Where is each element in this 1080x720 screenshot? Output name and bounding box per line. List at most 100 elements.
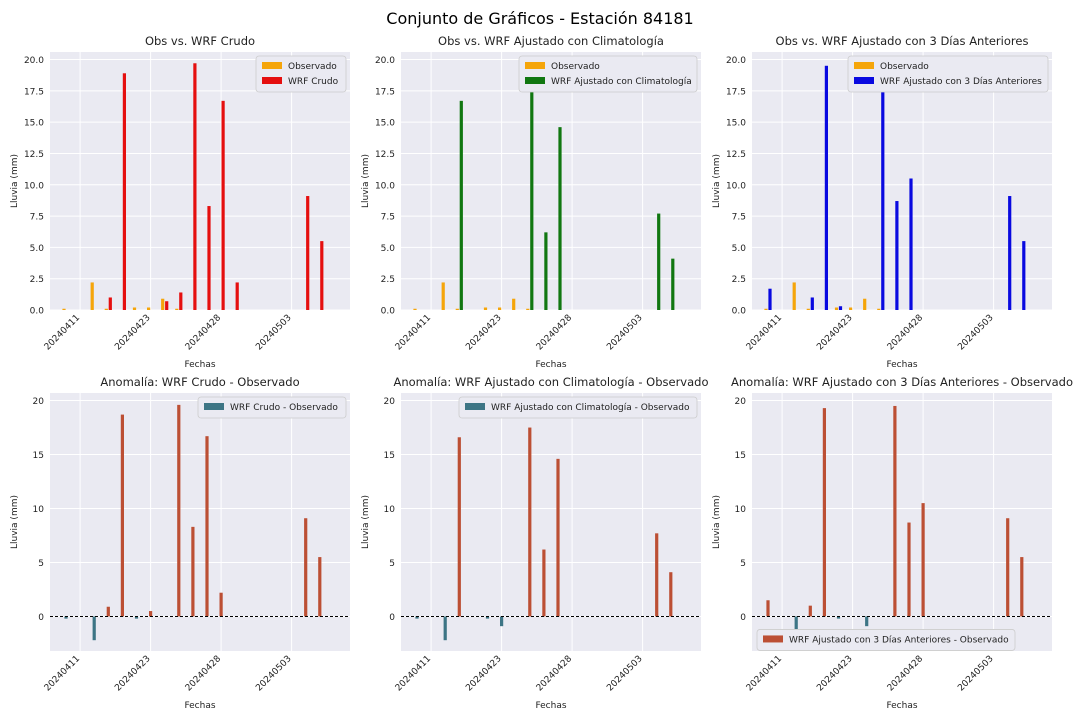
y-tick-label: 15.0 <box>24 119 44 129</box>
chart-panel-6: 0 5 10 15 20 20240411 20240423 20240428 20240503… <box>712 375 1073 711</box>
chart-panel-2: 0.0 2.5 5.0 7.5 10.0 12.5 15.0 17.5 20.0 20240411… <box>361 34 701 370</box>
y-tick-label: 15 <box>33 451 44 461</box>
chart-panel-1: 0.0 2.5 5.0 7.5 10.0 12.5 15.0 17.5 20.0 20240411… <box>10 34 350 370</box>
plot-area <box>401 52 701 310</box>
y-axis-label: Lluvia (mm) <box>361 495 371 549</box>
bar <box>849 307 853 310</box>
y-tick-label: 20.0 <box>24 56 44 66</box>
x-tick-label: 20240423 <box>113 313 152 352</box>
plot-area <box>50 52 350 310</box>
y-tick-label: 12.5 <box>375 150 395 160</box>
x-tick-label: 20240428 <box>886 654 926 694</box>
bar <box>318 557 322 617</box>
x-tick-label: 20240423 <box>113 654 152 693</box>
bar <box>1006 518 1010 617</box>
x-tick-label: 20240428 <box>184 313 224 353</box>
bar <box>122 73 126 310</box>
panel-title: Anomalía: WRF Ajustado con Climatología … <box>393 375 708 389</box>
x-tick-label: 20240423 <box>815 654 854 693</box>
bar <box>1008 196 1012 310</box>
legend-label: WRF Ajustado con Climatología <box>551 77 692 87</box>
legend-label: WRF Ajustado con 3 Días Anteriores <box>880 77 1042 87</box>
x-tick-label: 20240411 <box>745 654 784 693</box>
x-axis-label: Fechas <box>535 360 566 370</box>
y-tick-label: 10.0 <box>375 181 395 191</box>
y-tick-label: 17.5 <box>375 87 395 97</box>
bar <box>205 436 209 617</box>
bar <box>106 606 110 617</box>
y-tick-label: 5 <box>389 559 395 569</box>
bar <box>320 241 324 310</box>
bar <box>306 196 310 310</box>
bar <box>792 282 796 310</box>
y-tick-label: 12.5 <box>726 150 746 160</box>
y-tick-label: 0.0 <box>732 307 747 317</box>
bar <box>865 616 869 627</box>
legend-box <box>197 396 347 419</box>
y-tick-label: 10.0 <box>726 181 746 191</box>
bar <box>863 298 867 310</box>
bar <box>877 308 881 310</box>
panel-title: Obs vs. WRF Ajustado con 3 Días Anterior… <box>776 34 1029 48</box>
legend-box <box>847 55 1049 93</box>
plot-area <box>50 393 350 651</box>
bar <box>526 308 530 310</box>
bar <box>544 232 548 310</box>
bar <box>810 297 814 310</box>
x-tick-label: 20240503 <box>254 654 293 693</box>
y-tick-label: 7.5 <box>732 213 746 223</box>
plot-area <box>752 393 1052 651</box>
panel-title: Obs vs. WRF Ajustado con Climatología <box>438 34 664 48</box>
y-tick-label: 2.5 <box>30 275 44 285</box>
bar <box>794 616 798 631</box>
legend-label: Observado <box>551 62 600 72</box>
x-axis-label: Fechas <box>535 701 566 711</box>
x-tick-label: 20240428 <box>886 313 926 353</box>
bar <box>1020 557 1024 617</box>
legend-swatch <box>525 77 545 84</box>
legend-label: WRF Ajustado con 3 Días Anteriores - Obs… <box>789 635 1009 645</box>
y-tick-label: 0 <box>740 613 746 623</box>
bar <box>1022 241 1026 310</box>
y-tick-label: 0.0 <box>381 307 396 317</box>
bar <box>64 616 68 619</box>
bar <box>108 297 112 310</box>
bar <box>191 526 195 617</box>
y-tick-label: 0 <box>38 613 44 623</box>
y-tick-label: 5 <box>38 559 44 569</box>
bar <box>92 616 96 641</box>
bar <box>441 282 445 310</box>
x-axis-label: Fechas <box>184 360 215 370</box>
panel-title: Obs vs. WRF Crudo <box>145 34 255 48</box>
bar <box>921 503 925 617</box>
bar <box>893 405 897 617</box>
legend-swatch <box>525 62 545 69</box>
bar <box>907 522 911 617</box>
bar <box>806 308 810 310</box>
x-axis-label: Fechas <box>184 701 215 711</box>
bar <box>766 600 770 617</box>
x-tick-label: 20240503 <box>254 313 293 352</box>
bar <box>161 298 165 310</box>
x-tick-label: 20240423 <box>815 313 854 352</box>
y-tick-label: 15 <box>735 451 746 461</box>
legend-label: WRF Ajustado con Climatología - Observad… <box>491 403 690 413</box>
y-tick-label: 20 <box>735 397 747 407</box>
y-tick-label: 10 <box>33 505 45 515</box>
bar <box>459 100 463 310</box>
x-tick-label: 20240423 <box>464 313 503 352</box>
legend-label: Observado <box>288 62 337 72</box>
legend-swatch <box>465 403 485 410</box>
bar <box>415 616 419 619</box>
bar <box>132 307 137 310</box>
figure-title: Conjunto de Gráficos - Estación 84181 <box>386 9 694 28</box>
y-axis-label: Lluvia (mm) <box>712 495 722 549</box>
bar <box>909 178 913 310</box>
y-axis-label: Lluvia (mm) <box>10 495 20 549</box>
x-axis-label: Fechas <box>886 360 917 370</box>
y-tick-label: 12.5 <box>24 150 44 160</box>
x-tick-label: 20240411 <box>43 654 82 693</box>
bar <box>838 306 843 310</box>
y-tick-label: 5.0 <box>732 244 747 254</box>
